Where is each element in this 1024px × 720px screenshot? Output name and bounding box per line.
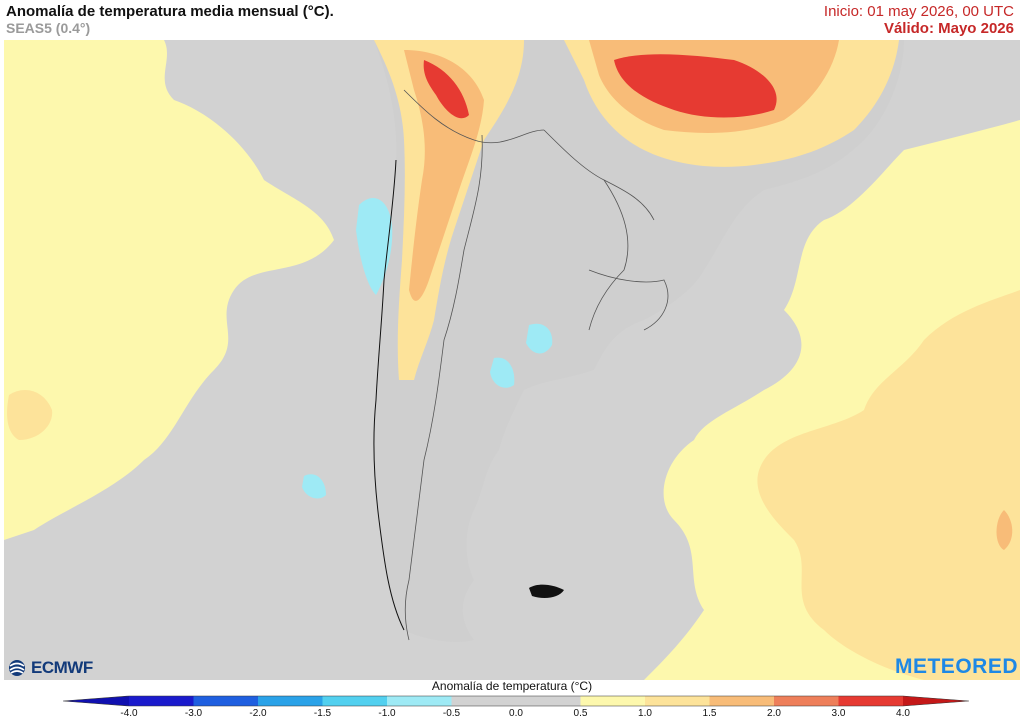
colorbar-segment (516, 696, 581, 706)
pacific-cool-patch (302, 474, 326, 499)
colorbar-segment (322, 696, 388, 706)
patagonia-cool-patch (490, 357, 515, 388)
andes-hot-core (423, 60, 469, 119)
ecmwf-logo: ECMWF (6, 657, 93, 679)
colorbar-tick-label: 4.0 (896, 708, 910, 719)
colorbar-tick-label: 2.0 (767, 708, 781, 719)
colorbar-segment (129, 696, 194, 706)
atlantic-warmer-anomaly (757, 290, 1020, 680)
pacific-warm-anomaly (4, 40, 334, 540)
coastline (373, 159, 405, 631)
colorbar-tick-label: -2.0 (249, 708, 267, 719)
valid-period: Válido: Mayo 2026 (883, 20, 1014, 37)
meteored-logo: METEORED (894, 655, 1018, 678)
legend-title: Anomalía de temperatura (°C) (431, 679, 593, 693)
colorbar-low-end (63, 696, 129, 706)
ecmwf-logo-icon (9, 660, 25, 676)
colorbar-segment (580, 696, 646, 706)
colorbar-tick-label: 0.5 (573, 708, 588, 719)
colorbar-high-end (903, 696, 969, 706)
colorbar-tick-label: -4.0 (120, 708, 138, 719)
colorbar (62, 695, 970, 707)
colorbar-segment (387, 696, 452, 706)
colorbar-segment (645, 696, 710, 706)
colorbar-tick-label: -0.5 (442, 708, 461, 719)
model-subtitle: SEAS5 (0.4°) (6, 20, 91, 36)
pampas-cool-patch (526, 323, 553, 354)
country-borders (403, 89, 669, 641)
south-america-land (373, 40, 905, 642)
colorbar-tick-label: 1.5 (702, 708, 717, 719)
ecmwf-logo-text: ECMWF (31, 658, 93, 677)
anomaly-map[interactable] (4, 40, 1020, 680)
map-canvas (4, 40, 1020, 680)
brazil-hot-core (614, 54, 777, 118)
colorbar-segment (838, 696, 904, 706)
colorbar-segment (709, 696, 775, 706)
map-title: Anomalía de temperatura media mensual (°… (6, 3, 334, 20)
colorbar-outline (62, 695, 970, 707)
colorbar-tick-label: -1.0 (378, 708, 396, 719)
colorbar-segment (193, 696, 259, 706)
falkland-islands (529, 584, 564, 598)
colorbar-segment (774, 696, 839, 706)
colorbar-tick-label: -1.5 (313, 708, 332, 719)
colorbar-segment (258, 696, 323, 706)
colorbar-tick-label: -3.0 (184, 708, 203, 719)
colorbar-tick-label: 3.0 (831, 708, 846, 719)
init-time: Inicio: 01 may 2026, 00 UTC (823, 3, 1014, 20)
chile-cool-patch (356, 197, 393, 295)
header: Anomalía de temperatura media mensual (°… (0, 0, 1024, 40)
colorbar-segment (451, 696, 517, 706)
atlantic-hot-spot (996, 510, 1013, 550)
pacific-warm-spot (7, 390, 53, 440)
colorbar-tick-label: 1.0 (638, 708, 652, 719)
colorbar-tick-label: 0.0 (509, 708, 523, 719)
